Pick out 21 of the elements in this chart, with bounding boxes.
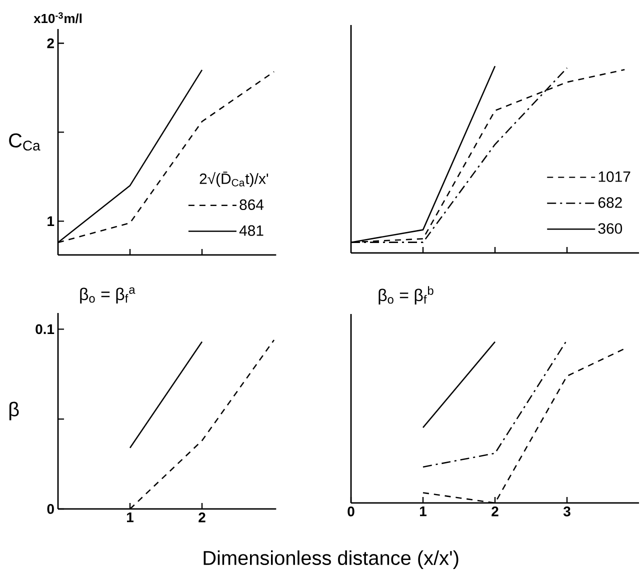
y-axis-title: C$_{Ca}$ [9, 133, 40, 151]
x-tick-label: 1 [420, 506, 426, 516]
legend-label: 682 [598, 197, 622, 208]
chart-title: β$_{o}$ = β$_{f}$a [80, 287, 136, 304]
x-tick-label: 2 [492, 506, 498, 516]
legend-label: 1017 [598, 171, 630, 182]
x-axis-title: Dimensionless distance (x/x') [204, 550, 458, 569]
legend-label: 864 [240, 199, 264, 210]
text: x10$^{-3}$m/l [34, 12, 82, 24]
x-tick-label: 2 [198, 512, 206, 522]
legend-label: 360 [598, 223, 622, 234]
chart-title: β$_{o}$ = β$_{f}$b [378, 286, 434, 304]
x-tick-label: 3 [563, 506, 570, 516]
y-tick-label: 0.1 [36, 324, 54, 334]
y-axis-title: β [9, 402, 19, 420]
y-tick-label: 2 [47, 38, 54, 48]
x-tick-label: 1 [127, 512, 134, 522]
legend-title: 2√(D̄$_{Ca}$t)/x' [200, 172, 268, 188]
legend-label: 481 [239, 225, 264, 236]
y-tick-label: 1 [48, 216, 54, 226]
x-tick-label: 0 [348, 506, 354, 516]
